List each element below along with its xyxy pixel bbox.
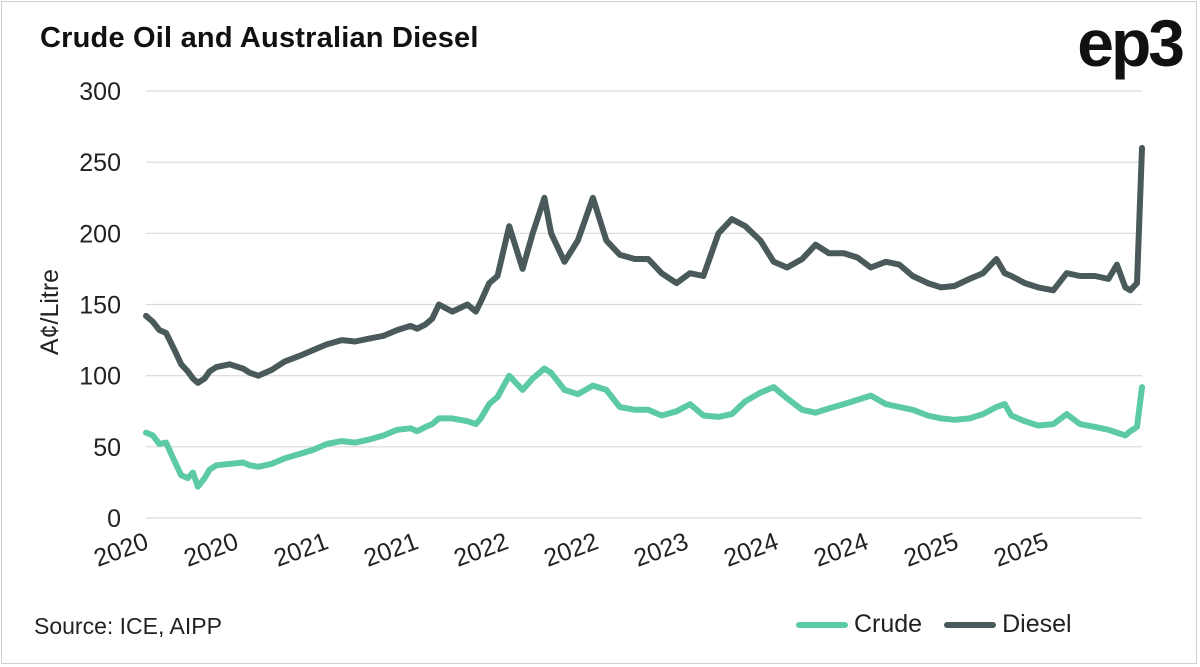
y-tick-label: 200 (79, 220, 121, 248)
series-line-crude (143, 365, 1145, 490)
x-tick-label: 2024 (810, 527, 872, 572)
legend-swatch-diesel (944, 621, 997, 628)
x-tick-label: 2022 (540, 527, 602, 572)
brand-logo: ep3 (1077, 6, 1185, 80)
x-tick-label: 2021 (360, 527, 422, 572)
chart-title: Crude Oil and Australian Diesel (40, 22, 479, 54)
legend-item-crude: Crude (796, 610, 922, 639)
y-tick-label: 250 (79, 149, 121, 177)
x-tick-label: 2021 (270, 527, 332, 572)
legend-swatch-crude (796, 621, 848, 628)
x-tick-label: 2020 (180, 527, 242, 572)
x-tick-label: 2023 (630, 527, 692, 572)
y-tick-label: 100 (79, 363, 121, 391)
legend: Crude Diesel (796, 610, 1094, 639)
grid-lines (146, 90, 1142, 519)
x-tick-label: 2025 (900, 527, 962, 572)
x-tick-label: 2020 (90, 527, 152, 572)
legend-label-crude: Crude (854, 610, 923, 638)
y-tick-labels: 0 50 100 150 200 250 300 (79, 78, 121, 533)
x-tick-label: 2022 (450, 527, 512, 572)
y-tick-label: 150 (79, 292, 121, 320)
legend-label-diesel: Diesel (1002, 610, 1072, 638)
x-tick-label: 2024 (720, 527, 782, 572)
x-tick-labels: 2020 2020 2021 2021 2022 2022 2023 2024 2024 2025… (90, 527, 1052, 572)
source-note: Source: ICE, AIPP (34, 613, 222, 639)
series-lines (143, 144, 1145, 490)
y-tick-label: 50 (93, 434, 121, 462)
y-tick-label: 300 (79, 78, 121, 106)
y-axis-label: A¢/Litre (36, 269, 64, 355)
x-tick-label: 2025 (990, 527, 1052, 572)
legend-item-diesel: Diesel (944, 610, 1072, 639)
y-tick-label: 0 (107, 505, 121, 533)
series-line-diesel (143, 144, 1145, 386)
